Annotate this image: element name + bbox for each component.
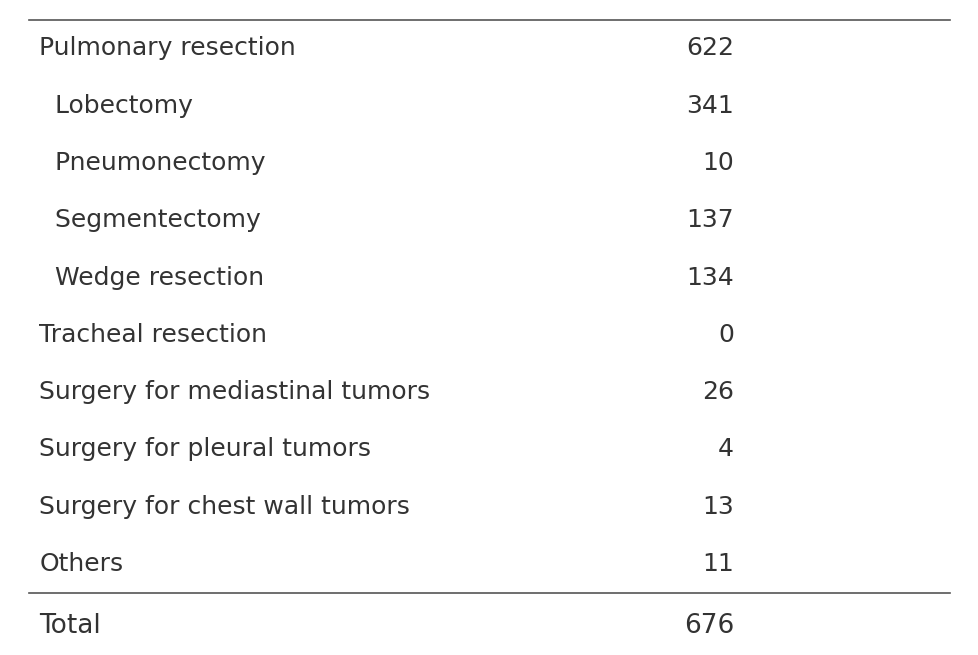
- Text: 0: 0: [718, 323, 734, 347]
- Text: 4: 4: [718, 438, 734, 462]
- Text: 11: 11: [702, 552, 734, 576]
- Text: Surgery for pleural tumors: Surgery for pleural tumors: [39, 438, 371, 462]
- Text: Others: Others: [39, 552, 123, 576]
- Text: 622: 622: [686, 36, 734, 60]
- Text: 676: 676: [684, 612, 734, 639]
- Text: 26: 26: [701, 380, 734, 404]
- Text: Segmentectomy: Segmentectomy: [39, 208, 261, 233]
- Text: Tracheal resection: Tracheal resection: [39, 323, 267, 347]
- Text: 134: 134: [686, 265, 734, 290]
- Text: Surgery for chest wall tumors: Surgery for chest wall tumors: [39, 495, 410, 519]
- Text: Pneumonectomy: Pneumonectomy: [39, 151, 265, 175]
- Text: Surgery for mediastinal tumors: Surgery for mediastinal tumors: [39, 380, 430, 404]
- Text: Lobectomy: Lobectomy: [39, 94, 193, 118]
- Text: Pulmonary resection: Pulmonary resection: [39, 36, 295, 60]
- Text: 137: 137: [686, 208, 734, 233]
- Text: 341: 341: [686, 94, 734, 118]
- Text: Total: Total: [39, 612, 101, 639]
- Text: 13: 13: [702, 495, 734, 519]
- Text: 10: 10: [702, 151, 734, 175]
- Text: Wedge resection: Wedge resection: [39, 265, 264, 290]
